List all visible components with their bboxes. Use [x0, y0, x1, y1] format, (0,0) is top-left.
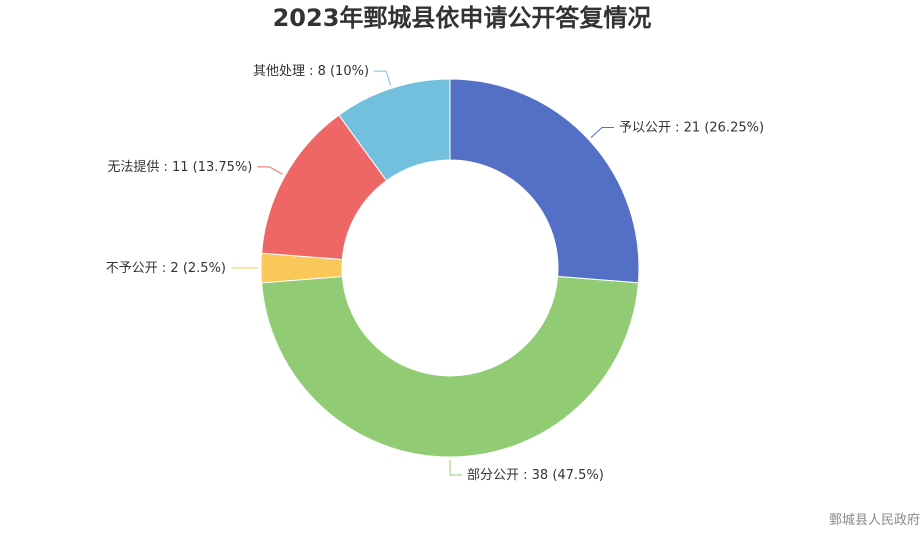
slice-5-leader-line: [374, 70, 392, 86]
slice-4-label: 无法提供 : 11 (13.75%): [107, 159, 252, 175]
slice-5-segment[interactable]: [338, 78, 451, 182]
slices-group: [260, 78, 640, 458]
slice-2-label: 部分公开 : 38 (47.5%): [467, 468, 604, 483]
slice-3-label: 不予公开 : 2 (2.5%): [106, 261, 226, 276]
slice-1-segment[interactable]: [449, 78, 640, 284]
slice-5-label: 其他处理 : 8 (10%): [253, 64, 369, 79]
slice-2-segment[interactable]: [261, 275, 639, 458]
slice-2-leader-line: [449, 460, 462, 476]
labels-group: 予以公开 : 21 (26.25%) 部分公开 : 38 (47.5%) 不予公开 …: [106, 64, 764, 483]
slice-4-leader-line: [257, 166, 283, 175]
leader-lines-group: [231, 70, 615, 476]
slice-1-label: 予以公开 : 21 (26.25%): [619, 120, 764, 135]
source-watermark: 鄄城县人民政府: [828, 513, 920, 528]
chart-title: 2023年鄄城县依申请公开答复情况: [272, 4, 652, 32]
slice-1-leader-line: [590, 126, 615, 139]
